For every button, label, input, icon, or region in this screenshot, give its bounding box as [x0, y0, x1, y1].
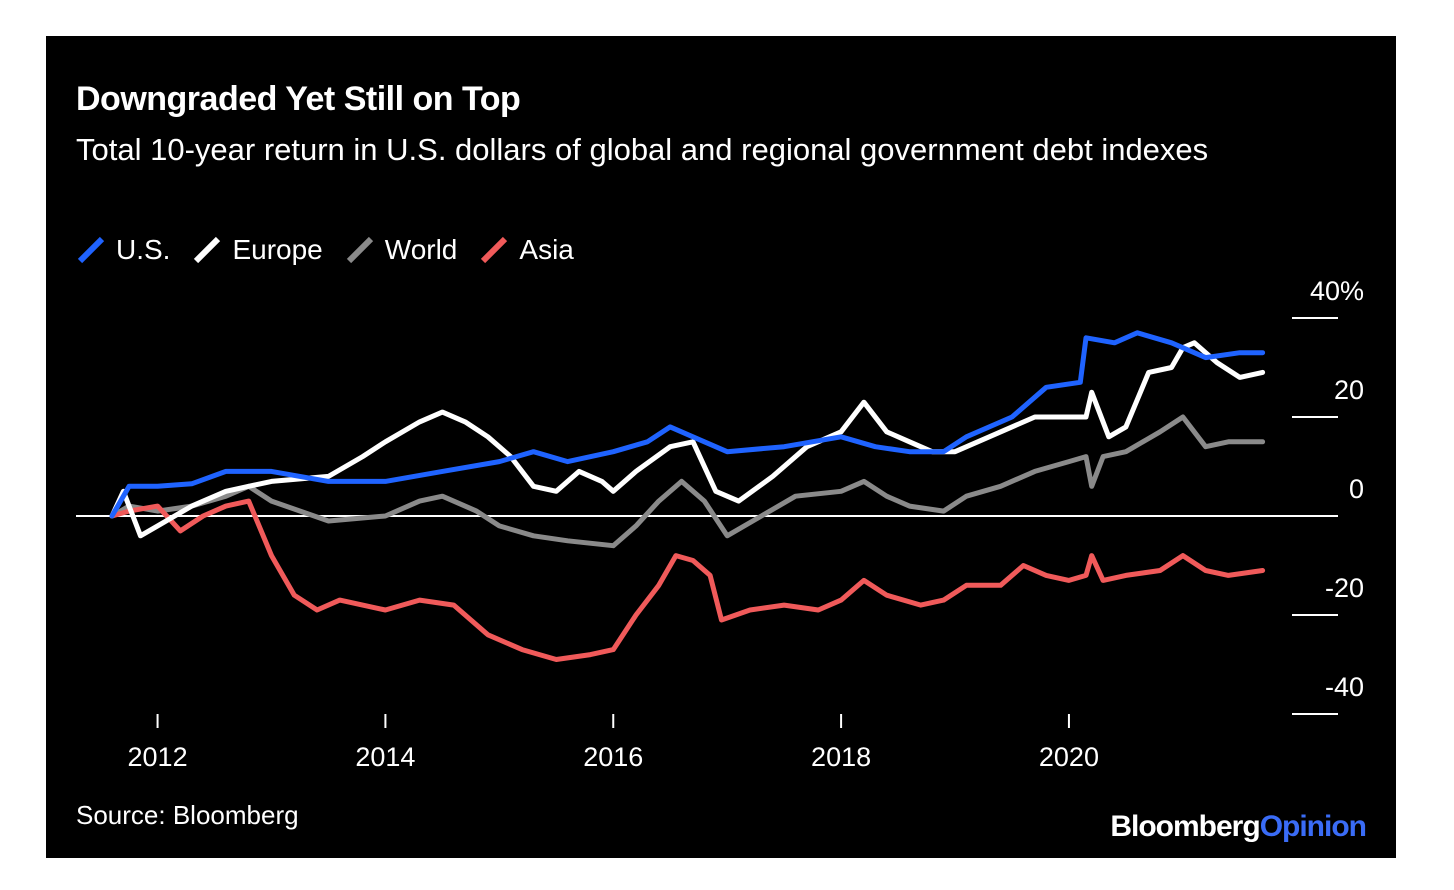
y-tick-label: 40% [1310, 276, 1364, 306]
series-line-us [109, 330, 1266, 519]
chart-legend: U.S. Europe World Asia [76, 232, 596, 268]
legend-item-us: U.S. [76, 234, 170, 266]
series-line-europe [109, 340, 1266, 539]
legend-item-europe: Europe [192, 234, 323, 266]
legend-item-world: World [345, 234, 458, 266]
y-tick-label: -40 [1325, 672, 1364, 702]
series-line-asia [109, 498, 1266, 662]
chart-title: Downgraded Yet Still on Top [76, 80, 521, 118]
line-chart: 40% 20 0 -20 -40 2012 2014 2016 2018 2020 [76, 276, 1364, 772]
legend-swatch-us [77, 236, 105, 264]
legend-swatch-europe [194, 236, 221, 264]
legend-label-asia: Asia [519, 234, 574, 265]
series-line-world [109, 414, 1266, 549]
x-tick-label: 2016 [583, 742, 643, 772]
y-tick-label: -20 [1325, 573, 1364, 603]
x-tick-label: 2012 [128, 742, 188, 772]
source-note: Source: Bloomberg [76, 800, 299, 830]
x-tick-label: 2014 [355, 742, 415, 772]
chart-subtitle: Total 10-year return in U.S. dollars of … [76, 132, 1209, 167]
legend-label-world: World [384, 234, 458, 265]
x-tick-label: 2020 [1039, 742, 1099, 772]
y-tick-label: 0 [1349, 474, 1364, 504]
legend-label-us: U.S. [116, 234, 171, 265]
y-tick-label: 20 [1334, 375, 1364, 405]
bloomberg-opinion-logo: BloombergOpinion [1110, 810, 1367, 843]
legend-label-europe: Europe [232, 234, 323, 265]
x-tick-label: 2018 [811, 742, 871, 772]
legend-swatch-asia [481, 236, 508, 264]
chart-card: Downgraded Yet Still on Top Total 10-yea… [46, 36, 1396, 858]
legend-item-asia: Asia [479, 234, 574, 266]
legend-swatch-world [346, 236, 373, 264]
